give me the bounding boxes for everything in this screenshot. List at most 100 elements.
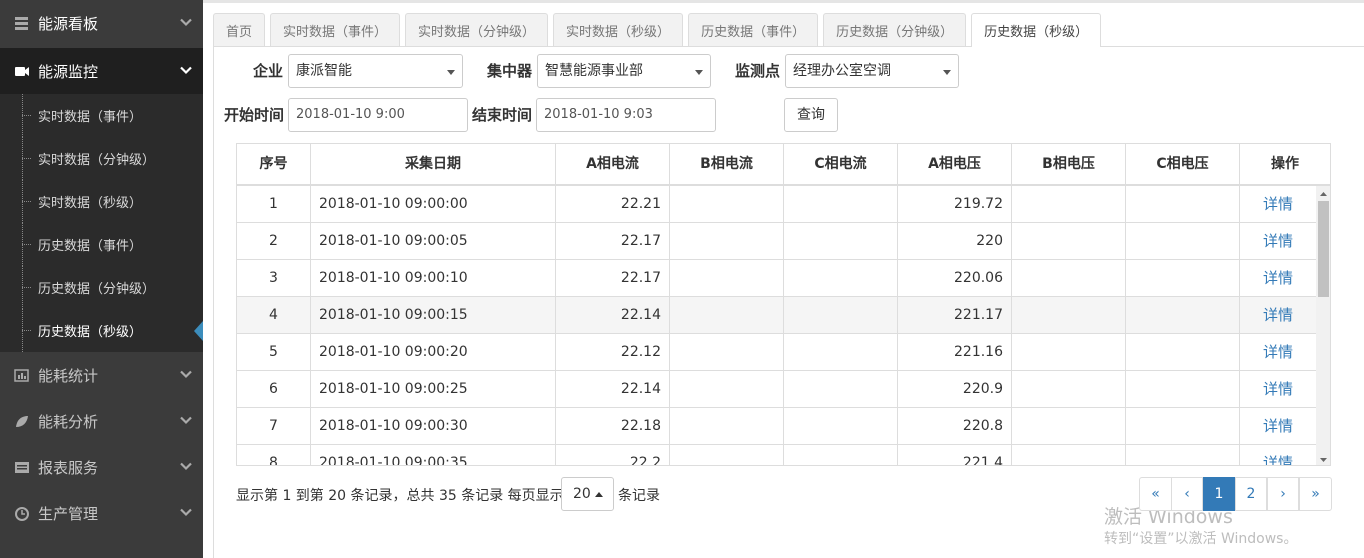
table-cell: 219.72: [898, 186, 1012, 223]
detail-link[interactable]: 详情: [1262, 343, 1293, 361]
table-cell: [670, 297, 784, 334]
tab[interactable]: 首页: [213, 13, 266, 46]
detail-link[interactable]: 详情: [1262, 269, 1293, 287]
table-cell: [784, 223, 898, 260]
table-row: [237, 334, 1316, 371]
scrollbar-arrows: [1316, 186, 1330, 465]
table-cell: [1126, 334, 1240, 371]
table-cell: [784, 186, 898, 223]
table-cell: [1012, 260, 1126, 297]
sidebar-submenu-item[interactable]: 实时数据（事件）: [0, 94, 203, 137]
table-cell: 2018-01-10 09:00:25: [311, 371, 556, 408]
sidebar-submenu-item[interactable]: 历史数据（秒级）: [0, 309, 203, 352]
pagination-last[interactable]: »: [1299, 477, 1332, 511]
watermark-line2: 转到“设置”以激活 Windows。: [1104, 531, 1298, 547]
pagination-next[interactable]: ›: [1267, 477, 1299, 511]
detail-link[interactable]: 详情: [1262, 195, 1293, 213]
pagination-page[interactable]: 2: [1235, 477, 1267, 511]
table-cell: 2018-01-10 09:00:05: [311, 223, 556, 260]
tab[interactable]: 实时数据（秒级）: [553, 13, 684, 46]
table-cell: 22.17: [556, 223, 670, 260]
column-header: 采集日期: [311, 144, 556, 185]
sidebar-menu-item[interactable]: 能源看板: [0, 0, 203, 46]
table-cell: 221.4: [898, 445, 1012, 465]
query-button[interactable]: 查询: [784, 98, 838, 132]
table-cell: 7: [237, 408, 311, 445]
sidebar-menu-label: 能源监控: [38, 62, 99, 81]
table-cell: [784, 445, 898, 465]
sidebar-submenu-item[interactable]: 历史数据（分钟级）: [0, 266, 203, 309]
filter-label: 结束时间: [471, 106, 532, 124]
table-cell: 2: [237, 223, 311, 260]
table-cell: [1126, 445, 1240, 465]
sidebar-menu-label: 报表服务: [38, 458, 99, 477]
table-cell: [1012, 408, 1126, 445]
sidebar-submenu-item[interactable]: 实时数据（分钟级）: [0, 137, 203, 180]
pagination-first[interactable]: «: [1139, 477, 1172, 511]
sidebar-menu-item[interactable]: 能耗统计: [0, 352, 203, 398]
sidebar-menu-item[interactable]: 能源监控: [0, 48, 203, 94]
sidebar-submenu-label: 实时数据（秒级）: [38, 196, 143, 211]
table-cell: 8: [237, 445, 311, 465]
detail-link[interactable]: 详情: [1262, 306, 1293, 324]
table-cell: [670, 260, 784, 297]
input-start-time[interactable]: 2018-01-10 9:00: [288, 98, 468, 132]
column-header: B相电压: [1012, 144, 1126, 185]
page-size-value: 20: [573, 486, 591, 502]
detail-link[interactable]: 详情: [1262, 417, 1293, 435]
table-cell: [1126, 223, 1240, 260]
detail-link[interactable]: 详情: [1262, 380, 1293, 398]
table-cell: [784, 371, 898, 408]
sidebar-submenu-item[interactable]: 实时数据（秒级）: [0, 180, 203, 223]
table-cell: 6: [237, 371, 311, 408]
table-cell: 2018-01-10 09:00:30: [311, 408, 556, 445]
column-header: 操作: [1271, 156, 1299, 172]
select-concentrator[interactable]: 智慧能源事业部: [537, 54, 711, 88]
table-cell: 22.2: [556, 445, 670, 465]
sidebar-submenu-item[interactable]: 历史数据（事件）: [0, 223, 203, 266]
table-cell: [1012, 297, 1126, 334]
summary-text: 显示第 1 到第 20 条记录，总共 35 条记录 每页显示: [236, 488, 564, 504]
summary-suffix: 条记录: [618, 488, 660, 504]
sidebar-menu-label: 生产管理: [38, 504, 99, 523]
data-table: 序号 采集日期 A相电流 B相电流 C相电流 A相电压 B相电压 C相电压 操作 1 2018-01…: [236, 143, 1331, 466]
detail-link[interactable]: 详情: [1262, 232, 1293, 250]
select-company[interactable]: 康派智能: [288, 54, 463, 88]
sidebar-menu-item[interactable]: 报表服务: [0, 444, 203, 490]
table-cell: [784, 260, 898, 297]
sidebar-menu-label: 能耗统计: [38, 366, 99, 385]
sidebar-submenu-label: 实时数据（分钟级）: [38, 153, 156, 168]
tab[interactable]: 历史数据（秒级）: [971, 13, 1102, 47]
pagination-page[interactable]: 1: [1203, 477, 1235, 511]
sidebar-submenu-label: 历史数据（事件）: [38, 239, 143, 254]
sidebar-menu-item[interactable]: 生产管理: [0, 490, 203, 536]
tab[interactable]: 实时数据（事件）: [270, 13, 401, 46]
table-cell: 2018-01-10 09:00:10: [311, 260, 556, 297]
table-cell: 4: [237, 297, 311, 334]
table-cell: [784, 297, 898, 334]
table-row: [237, 408, 1316, 445]
table-cell: 221.16: [898, 334, 1012, 371]
table-row: [237, 186, 1316, 223]
page-size-select[interactable]: 20: [561, 477, 614, 511]
tab[interactable]: 实时数据（分钟级）: [405, 13, 549, 46]
pagination-prev[interactable]: ‹: [1171, 477, 1203, 511]
sidebar-menu-item[interactable]: 能耗分析: [0, 398, 203, 444]
table-cell: 220.06: [898, 260, 1012, 297]
tab[interactable]: 历史数据（事件）: [688, 13, 819, 46]
input-end-time[interactable]: 2018-01-10 9:03: [536, 98, 716, 132]
tab-bar: 首页 实时数据（事件） 实时数据（分钟级） 实时数据（秒级） 历史数据（事件） 历史数据（…: [213, 13, 1102, 47]
sidebar-submenu-label: 历史数据（秒级）: [38, 325, 143, 340]
table-cell: 22.12: [556, 334, 670, 371]
table-cell: [670, 371, 784, 408]
sidebar-menu-label: 能源看板: [38, 14, 99, 33]
detail-link[interactable]: 详情: [1262, 454, 1293, 466]
filter-label: 开始时间: [223, 106, 284, 124]
tab[interactable]: 历史数据（分钟级）: [823, 13, 967, 46]
table-cell: 22.21: [556, 186, 670, 223]
select-monitor-point[interactable]: 经理办公室空调: [785, 54, 959, 88]
table-cell: [670, 334, 784, 371]
column-header: C相电压: [1126, 144, 1240, 185]
header-rule: [237, 184, 1330, 186]
